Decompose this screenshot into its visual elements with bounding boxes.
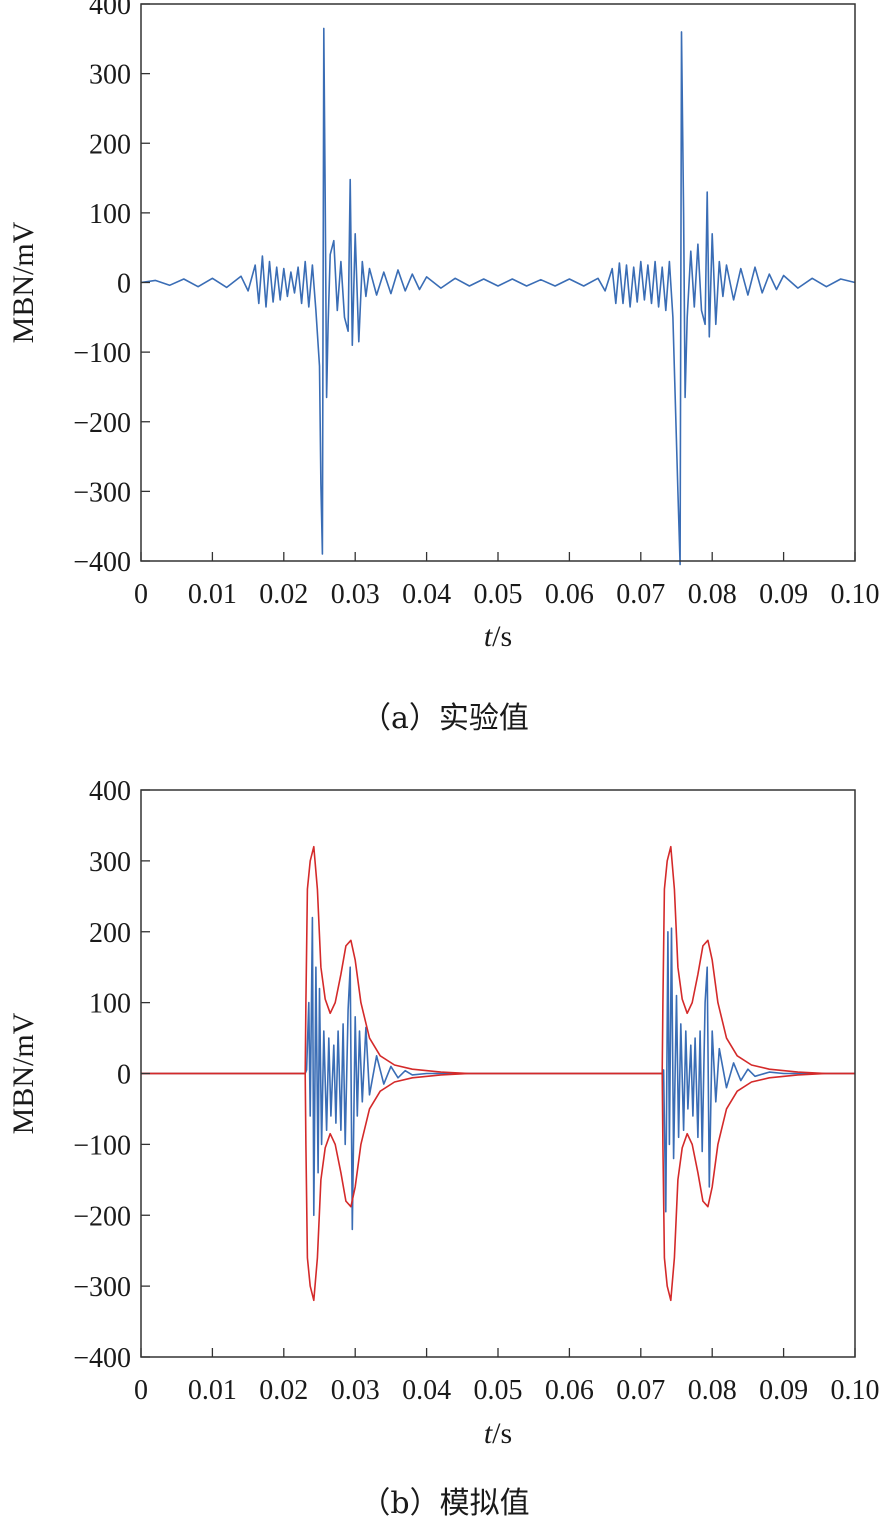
panel-b-series [141,845,855,1302]
panel-b-y-tick-label: 100 [89,989,131,1020]
panel-a-y-tick-label: 200 [89,129,131,160]
panel-b-x-tick-label: 0.01 [188,1375,237,1406]
panel-a-y-tick-label: −400 [73,547,131,578]
panel-a-x-tick-label: 0.10 [831,579,880,610]
panel-a-x-tick-label: 0.04 [402,579,451,610]
panel-b-x-tick-label: 0.02 [259,1375,308,1406]
panel-a-y-tick-label: 0 [117,269,131,300]
panel-b-x-tick-label: 0.04 [402,1375,451,1406]
panel-b-y-tick-label: −400 [73,1343,131,1374]
panel-b-y-axis-label: MBN/mV [7,1012,40,1134]
panel-a-series [140,27,856,566]
panel-b-x-tick-label: 0.08 [688,1375,737,1406]
panel-a-x-tick-label: 0.02 [259,579,308,610]
panel-b-x-tick-label: 0.06 [545,1375,594,1406]
panel-b-y-tick-label: −200 [73,1201,131,1232]
panel-a-y-tick-label: 300 [89,60,131,91]
panel-b-series-line-2 [141,845,855,1075]
panel-a-y-tick-label: −100 [73,338,131,369]
panel-a-y-tick-label: −300 [73,477,131,508]
panel-a-y-tick-label: −200 [73,408,131,439]
panel-a-x-axis-unit: /s [492,620,512,653]
panel-a-plot-frame [140,3,856,562]
panel-b-x-tick-label: 0 [134,1375,148,1406]
panel-b-y-tick-label: −100 [73,1130,131,1161]
panel-a-y-axis-label: MBN/mV [7,221,40,343]
panel-b-x-tick-label: 0.07 [616,1375,665,1406]
panel-b-series-line-3 [141,1072,855,1302]
panel-b-x-tick-label: 0.09 [759,1375,808,1406]
panel-b-y-tick-label: 400 [89,776,131,807]
panel-b-caption: （b）模拟值 [360,1486,529,1521]
panel-a-y-tick-label: 400 [89,0,131,21]
panel-a-y-tick-label: 100 [89,199,131,230]
panel-a-x-axis-label: t/s [484,620,512,653]
panel-b-y-tick-label: −300 [73,1272,131,1303]
panel-b-y-tick-label: 300 [89,847,131,878]
panel-a-x-tick-label: 0.09 [759,579,808,610]
panel-b-series-line-1 [141,916,855,1231]
panel-a-ticks: 0 0.01 0.02 0.03 0.04 0.05 0.06 0.07 0.08 0.09 0.1… [73,0,879,610]
panel-b-ticks: 0 0.01 0.02 0.03 0.04 0.05 0.06 0.07 0.08 0.09 0.1… [73,776,879,1406]
panel-a-x-tick-label: 0.08 [688,579,737,610]
panel-b-y-tick-label: 200 [89,918,131,949]
panel-a-series-line-1 [140,27,856,566]
panel-a-x-tick-label: 0.07 [616,579,665,610]
panel-b-x-tick-label: 0.10 [831,1375,880,1406]
panel-b-x-axis-unit: /s [492,1417,512,1450]
panel-a-x-tick-label: 0.03 [331,579,380,610]
panel-a-x-tick-label: 0 [134,579,148,610]
panel-a-x-tick-label: 0.01 [188,579,237,610]
panel-b: 0 0.01 0.02 0.03 0.04 0.05 0.06 0.07 0.08 0.09 0.1… [7,776,880,1521]
panel-b-x-axis-var: t [484,1417,493,1450]
panel-a: 0 0.01 0.02 0.03 0.04 0.05 0.06 0.07 0.08 0.09 0.1… [7,0,880,736]
panel-a-x-tick-label: 0.05 [474,579,523,610]
panel-b-x-tick-label: 0.05 [474,1375,523,1406]
panel-a-x-tick-label: 0.06 [545,579,594,610]
panel-b-x-axis-label: t/s [484,1417,512,1450]
panel-b-x-tick-label: 0.03 [331,1375,380,1406]
panel-a-x-axis-var: t [484,620,493,653]
panel-a-caption: （a）实验值 [361,701,529,736]
panel-b-y-tick-label: 0 [117,1060,131,1091]
